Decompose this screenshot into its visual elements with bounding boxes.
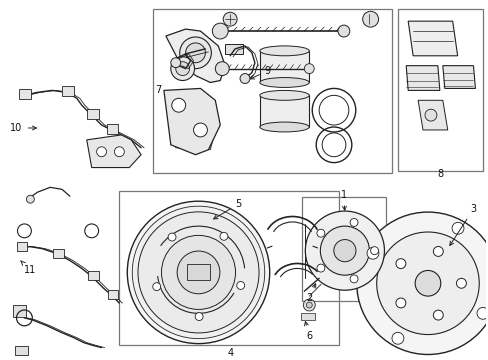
Circle shape xyxy=(333,239,355,262)
Circle shape xyxy=(127,201,269,343)
Bar xyxy=(259,51,308,82)
Circle shape xyxy=(195,312,203,320)
Circle shape xyxy=(303,299,315,311)
Circle shape xyxy=(138,212,259,333)
Bar xyxy=(13,305,26,317)
Circle shape xyxy=(316,229,324,237)
Ellipse shape xyxy=(259,122,308,132)
Circle shape xyxy=(170,58,181,68)
Circle shape xyxy=(391,332,403,344)
Circle shape xyxy=(395,298,405,308)
Polygon shape xyxy=(165,29,225,82)
Bar xyxy=(398,9,482,171)
Circle shape xyxy=(349,275,357,283)
Polygon shape xyxy=(170,108,215,150)
Text: 8: 8 xyxy=(437,170,443,180)
Bar xyxy=(186,265,210,280)
Bar xyxy=(107,290,118,299)
Text: 3: 3 xyxy=(449,204,476,246)
Circle shape xyxy=(362,11,378,27)
Ellipse shape xyxy=(259,90,308,100)
Circle shape xyxy=(432,247,442,256)
Circle shape xyxy=(132,206,264,339)
Text: 5: 5 xyxy=(213,199,241,219)
Bar xyxy=(153,9,391,172)
Circle shape xyxy=(305,211,384,290)
Ellipse shape xyxy=(259,46,308,56)
Polygon shape xyxy=(442,66,474,89)
Circle shape xyxy=(349,219,357,226)
Bar xyxy=(119,191,338,345)
Circle shape xyxy=(424,109,436,121)
Circle shape xyxy=(456,278,466,288)
Circle shape xyxy=(152,283,161,291)
Circle shape xyxy=(356,212,488,355)
Circle shape xyxy=(114,147,124,157)
Bar xyxy=(87,271,99,280)
Bar xyxy=(53,249,64,257)
Bar xyxy=(15,346,28,355)
Circle shape xyxy=(316,264,324,272)
Polygon shape xyxy=(407,21,457,56)
Circle shape xyxy=(220,232,227,240)
Bar xyxy=(302,197,386,301)
Circle shape xyxy=(370,247,378,255)
Circle shape xyxy=(305,302,312,308)
Text: 6: 6 xyxy=(304,321,312,341)
Circle shape xyxy=(236,282,244,289)
Polygon shape xyxy=(86,135,141,167)
Circle shape xyxy=(215,62,229,76)
Circle shape xyxy=(476,307,488,319)
Bar xyxy=(225,44,243,54)
Circle shape xyxy=(337,25,349,37)
Circle shape xyxy=(97,147,106,157)
Circle shape xyxy=(366,247,378,259)
Circle shape xyxy=(177,251,220,294)
Bar xyxy=(62,86,74,96)
Circle shape xyxy=(171,98,185,112)
Circle shape xyxy=(451,222,463,234)
Text: 7: 7 xyxy=(155,85,161,95)
Circle shape xyxy=(185,43,205,63)
Text: 4: 4 xyxy=(226,347,233,357)
Text: 1: 1 xyxy=(340,190,346,210)
Text: 10: 10 xyxy=(10,123,36,133)
Circle shape xyxy=(395,259,405,269)
Bar xyxy=(301,313,315,320)
Circle shape xyxy=(161,235,235,310)
Circle shape xyxy=(180,37,211,69)
Circle shape xyxy=(240,73,249,84)
Circle shape xyxy=(193,123,207,137)
Circle shape xyxy=(175,62,189,76)
Polygon shape xyxy=(163,89,220,155)
Bar xyxy=(17,242,27,251)
Circle shape xyxy=(168,233,176,241)
Circle shape xyxy=(304,64,314,73)
Circle shape xyxy=(170,57,194,81)
Bar xyxy=(20,89,31,99)
Ellipse shape xyxy=(259,77,308,87)
Text: 11: 11 xyxy=(20,261,37,275)
Circle shape xyxy=(414,270,440,296)
Circle shape xyxy=(212,23,228,39)
Circle shape xyxy=(26,195,34,203)
Circle shape xyxy=(432,310,442,320)
Bar xyxy=(259,95,308,127)
Bar xyxy=(203,45,215,55)
Polygon shape xyxy=(417,100,447,130)
Polygon shape xyxy=(406,66,439,90)
Circle shape xyxy=(376,232,478,334)
Text: 2: 2 xyxy=(305,284,315,303)
Bar xyxy=(86,109,99,119)
Circle shape xyxy=(320,226,368,275)
Circle shape xyxy=(223,12,237,26)
Bar xyxy=(106,124,118,134)
Text: 9: 9 xyxy=(250,66,270,79)
